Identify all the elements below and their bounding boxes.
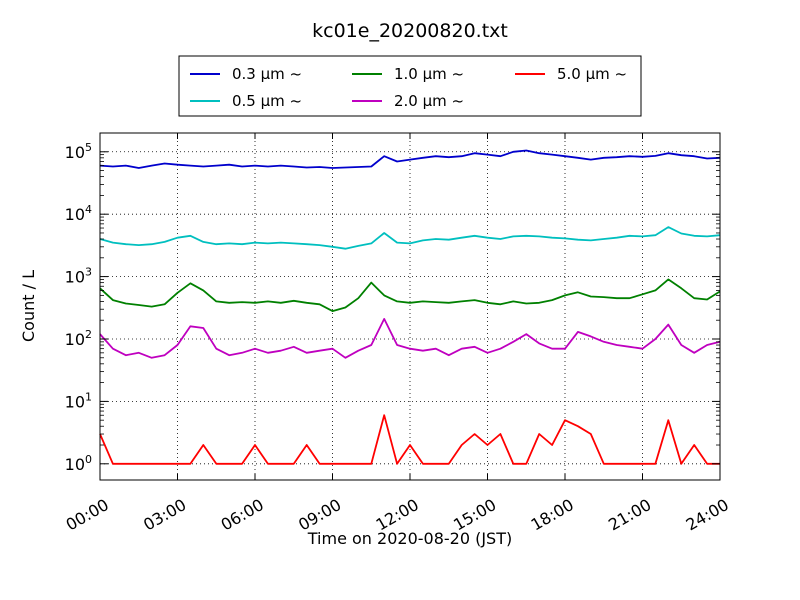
y-tick-label: 100 bbox=[65, 453, 92, 474]
series-line-0-3-m bbox=[99, 149, 721, 169]
legend-label: 2.0 µm ~ bbox=[394, 92, 464, 110]
legend-box bbox=[178, 55, 642, 117]
y-axis-label: Count / L bbox=[19, 270, 38, 342]
y-tick-label: 101 bbox=[65, 390, 92, 411]
series-line-5-0-m bbox=[99, 414, 720, 465]
series-line-2-0-m bbox=[99, 317, 721, 359]
plot-area bbox=[99, 133, 721, 480]
x-axis-label: Time on 2020-08-20 (JST) bbox=[307, 529, 512, 548]
legend-label: 0.3 µm ~ bbox=[232, 65, 302, 83]
y-tick-label: 102 bbox=[65, 328, 92, 349]
chart-title: kc01e_20200820.txt bbox=[312, 20, 508, 42]
y-axis: 100 101 102 103 104 105 bbox=[65, 132, 720, 474]
legend: 0.3 µm ~ 1.0 µm ~ 5.0 µm ~ 0.5 µm ~ 2.0 µm ~ bbox=[178, 55, 642, 117]
series-line-0-5-m bbox=[99, 226, 721, 250]
legend-label: 0.5 µm ~ bbox=[232, 92, 302, 110]
series-line-1-0-m bbox=[99, 278, 721, 313]
legend-label: 5.0 µm ~ bbox=[557, 65, 627, 83]
y-tick-label: 103 bbox=[65, 266, 92, 287]
y-tick-label: 105 bbox=[65, 141, 92, 162]
y-tick-label: 104 bbox=[65, 203, 92, 224]
legend-label: 1.0 µm ~ bbox=[394, 65, 464, 83]
